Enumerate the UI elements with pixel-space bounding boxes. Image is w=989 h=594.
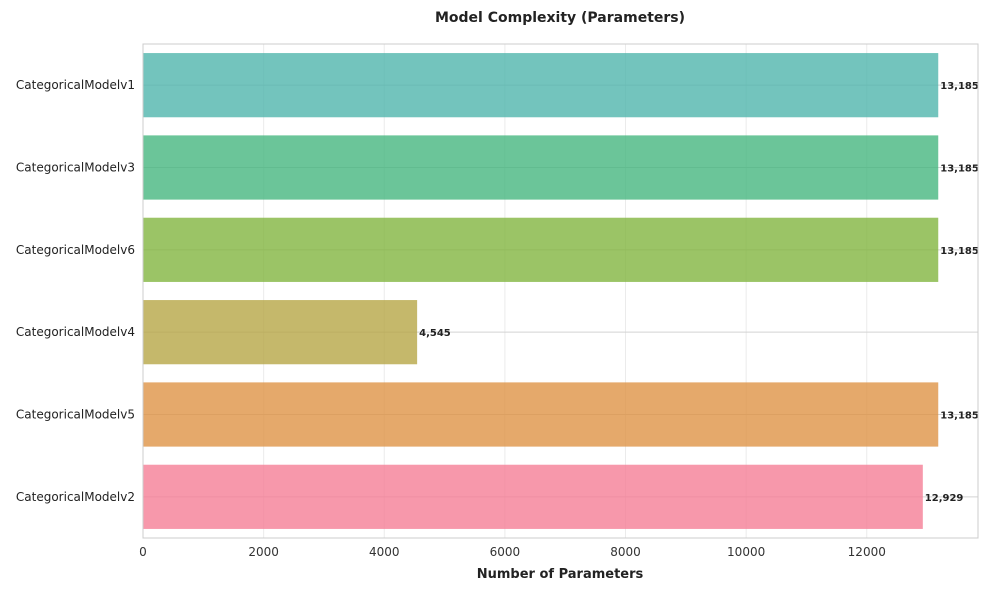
chart-title: Model Complexity (Parameters) — [435, 10, 685, 26]
bars — [143, 53, 939, 529]
x-tick-label: 10000 — [727, 545, 765, 559]
x-axis-label: Number of Parameters — [477, 567, 644, 582]
value-label: 13,185 — [940, 164, 979, 175]
y-tick-label: CategoricalModelv1 — [16, 78, 135, 92]
x-tick-label: 0 — [139, 545, 147, 559]
bar — [143, 382, 939, 447]
x-tick-labels: 0 2000 4000 6000 8000 10000 12000 — [139, 545, 886, 559]
y-tick-label: CategoricalModelv2 — [16, 490, 135, 504]
value-label: 13,185 — [940, 411, 979, 422]
value-label: 13,185 — [940, 246, 979, 257]
x-tick-label: 2000 — [248, 545, 279, 559]
grid-lines — [142, 44, 978, 538]
x-tick-label: 8000 — [610, 545, 641, 559]
bar — [143, 217, 939, 282]
value-labels: 13,185 13,185 13,185 4,545 13,185 12,929 — [419, 81, 979, 504]
value-label: 4,545 — [419, 328, 451, 339]
x-tick-label: 4000 — [369, 545, 400, 559]
y-tick-label: CategoricalModelv4 — [16, 325, 135, 339]
bar — [143, 135, 939, 200]
value-label: 12,929 — [925, 493, 964, 504]
bar — [143, 464, 923, 529]
y-tick-label: CategoricalModelv5 — [16, 408, 135, 422]
x-tick-label: 12000 — [848, 545, 886, 559]
bar — [143, 53, 939, 118]
y-tick-labels: CategoricalModelv1 CategoricalModelv3 Cate… — [16, 78, 135, 504]
value-label: 13,185 — [940, 81, 979, 92]
y-tick-label: CategoricalModelv6 — [16, 243, 135, 257]
x-tick-label: 6000 — [490, 545, 521, 559]
bar — [143, 300, 418, 365]
y-tick-label: CategoricalModelv3 — [16, 161, 135, 175]
plot-frame — [142, 43, 979, 539]
